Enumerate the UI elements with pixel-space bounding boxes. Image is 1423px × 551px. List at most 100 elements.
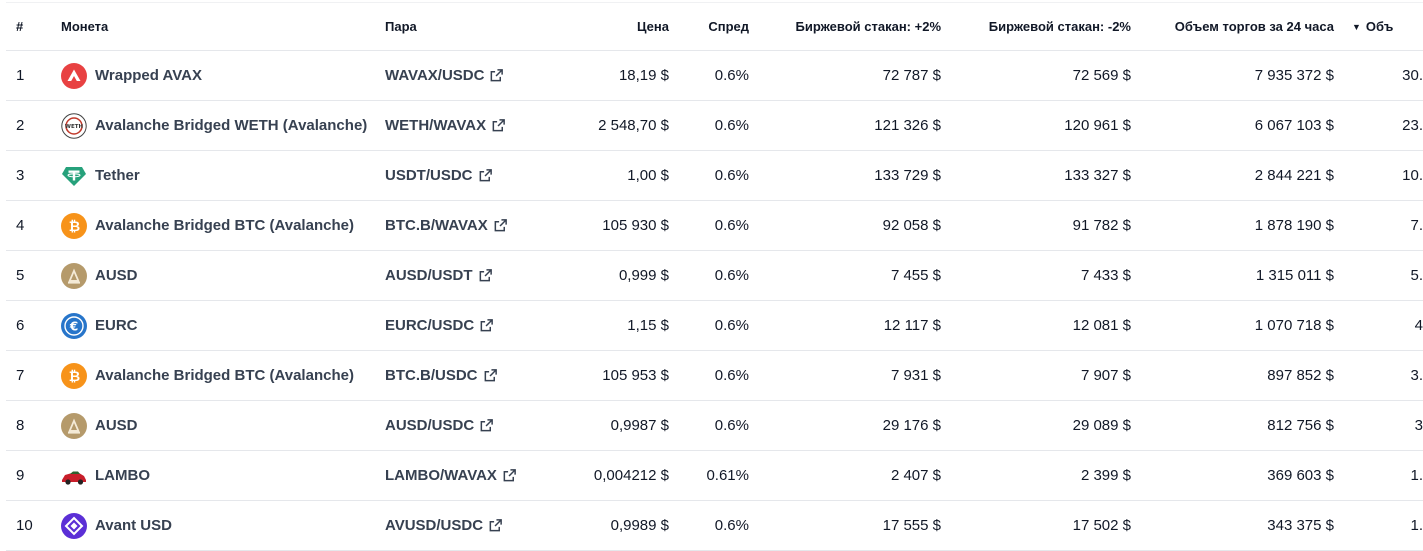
pair-link[interactable]: BTC.B/USDC <box>385 351 498 400</box>
external-link-icon[interactable] <box>479 418 494 433</box>
external-link-icon[interactable] <box>478 168 493 183</box>
spread-cell: 0.6% <box>714 417 749 434</box>
header-pair[interactable]: Пара <box>385 19 417 34</box>
coin-cell[interactable]: Tether <box>61 151 140 200</box>
coin-name-link[interactable]: Wrapped AVAX <box>95 67 202 84</box>
pair-label: WAVAX/USDC <box>385 67 485 84</box>
rank-cell: 3 <box>16 167 25 184</box>
table-row[interactable]: 4 ₿ Avalanche Bridged BTC (Avalanche) BT… <box>6 201 1423 251</box>
markets-table: # Монета Пара Цена Спред Биржевой стакан… <box>6 2 1423 551</box>
volume-cell: 343 375 $ <box>1267 517 1334 534</box>
coin-name-link[interactable]: LAMBO <box>95 467 150 484</box>
btc-icon: ₿ <box>61 212 87 239</box>
volume-percent-cell: 3 <box>1414 417 1423 434</box>
pair-link[interactable]: LAMBO/WAVAX <box>385 451 517 500</box>
header-rank[interactable]: # <box>16 19 24 34</box>
external-link-icon[interactable] <box>491 118 506 133</box>
header-price[interactable]: Цена <box>637 19 669 34</box>
lambo-icon <box>61 463 87 489</box>
coin-name-link[interactable]: Avalanche Bridged WETH (Avalanche) <box>95 117 368 134</box>
volume-cell: 7 935 372 $ <box>1254 67 1334 84</box>
pair-link[interactable]: WETH/WAVAX <box>385 101 506 150</box>
header-depth-minus-2[interactable]: Биржевой стакан: -2% <box>988 19 1131 34</box>
external-link-icon[interactable] <box>478 268 493 283</box>
coin-cell[interactable]: LAMBO <box>61 451 150 500</box>
coin-cell[interactable]: AUSD <box>61 401 138 450</box>
header-depth-plus-2[interactable]: Биржевой стакан: +2% <box>795 19 941 34</box>
table-row[interactable]: 7 ₿ Avalanche Bridged BTC (Avalanche) BT… <box>6 351 1423 401</box>
pair-link[interactable]: WAVAX/USDC <box>385 51 504 100</box>
coin-name-link[interactable]: Avalanche Bridged BTC (Avalanche) <box>95 217 354 234</box>
coin-name-link[interactable]: Avant USD <box>95 517 172 534</box>
spread-cell: 0.6% <box>714 217 749 234</box>
table-header: # Монета Пара Цена Спред Биржевой стакан… <box>6 2 1423 51</box>
pair-label: AVUSD/USDC <box>385 517 484 534</box>
depth-plus-cell: 7 931 $ <box>890 367 941 384</box>
coin-name-link[interactable]: AUSD <box>95 417 138 434</box>
price-cell: 0,004212 $ <box>593 467 669 484</box>
coin-cell[interactable]: AUSD <box>61 251 138 300</box>
depth-minus-cell: 12 081 $ <box>1072 317 1131 334</box>
volume-percent-cell: 1. <box>1410 517 1423 534</box>
coin-cell[interactable]: ₿ Avalanche Bridged BTC (Avalanche) <box>61 351 354 400</box>
coin-cell[interactable]: € EURC <box>61 301 138 350</box>
price-cell: 0,9987 $ <box>610 417 669 434</box>
spread-cell: 0.61% <box>706 467 749 484</box>
table-row[interactable]: 3 Tether USDT/USDC 1,00 $ 0.6% 133 729 $… <box>6 151 1423 201</box>
spread-cell: 0.6% <box>714 367 749 384</box>
depth-minus-cell: 29 089 $ <box>1072 417 1131 434</box>
svg-text:₿: ₿ <box>69 369 80 385</box>
rank-cell: 6 <box>16 317 25 334</box>
price-cell: 1,15 $ <box>627 317 669 334</box>
weth-icon: WETH <box>61 112 87 139</box>
pair-link[interactable]: AUSD/USDT <box>385 251 493 300</box>
table-row[interactable]: 5 AUSD AUSD/USDT 0,999 $ 0.6% 7 455 $ 7 … <box>6 251 1423 301</box>
pair-label: EURC/USDC <box>385 317 475 334</box>
coin-cell[interactable]: ₿ Avalanche Bridged BTC (Avalanche) <box>61 201 354 250</box>
coin-cell[interactable]: WETH Avalanche Bridged WETH (Avalanche) <box>61 101 367 150</box>
rank-cell: 10 <box>16 517 33 534</box>
header-volume-24h[interactable]: Объем торгов за 24 часа <box>1174 19 1334 34</box>
rank-cell: 9 <box>16 467 25 484</box>
spread-cell: 0.6% <box>714 317 749 334</box>
table-row[interactable]: 2 WETH Avalanche Bridged WETH (Avalanche… <box>6 101 1423 151</box>
table-row[interactable]: 9 LAMBO LAMBO/WAVAX 0,004212 $ 0.61% 2 4… <box>6 451 1423 501</box>
depth-minus-cell: 72 569 $ <box>1072 67 1131 84</box>
external-link-icon[interactable] <box>483 368 498 383</box>
depth-plus-cell: 2 407 $ <box>890 467 941 484</box>
price-cell: 0,999 $ <box>618 267 669 284</box>
header-spread[interactable]: Спред <box>708 19 749 34</box>
price-cell: 0,9989 $ <box>610 517 669 534</box>
pair-link[interactable]: AVUSD/USDC <box>385 501 503 550</box>
table-row[interactable]: 1 Wrapped AVAX WAVAX/USDC 18,19 $ 0.6% 7… <box>6 51 1423 101</box>
volume-percent-cell: 30. <box>1402 67 1423 84</box>
header-coin[interactable]: Монета <box>61 19 109 34</box>
price-cell: 1,00 $ <box>627 167 669 184</box>
tether-icon <box>61 163 87 189</box>
header-volume-percent[interactable]: ▼ Объ <box>1352 3 1423 50</box>
external-link-icon[interactable] <box>489 68 504 83</box>
coin-name-link[interactable]: EURC <box>95 317 138 334</box>
external-link-icon[interactable] <box>488 518 503 533</box>
volume-cell: 1 070 718 $ <box>1254 317 1334 334</box>
rank-cell: 4 <box>16 217 25 234</box>
eurc-icon: € <box>61 312 87 339</box>
coin-cell[interactable]: Avant USD <box>61 501 172 550</box>
coin-cell[interactable]: Wrapped AVAX <box>61 51 202 100</box>
external-link-icon[interactable] <box>479 318 494 333</box>
ausd-icon <box>61 412 87 439</box>
pair-link[interactable]: USDT/USDC <box>385 151 493 200</box>
pair-link[interactable]: EURC/USDC <box>385 301 494 350</box>
external-link-icon[interactable] <box>502 468 517 483</box>
external-link-icon[interactable] <box>493 218 508 233</box>
pair-link[interactable]: AUSD/USDC <box>385 401 494 450</box>
table-row[interactable]: 6 € EURC EURC/USDC 1,15 $ 0.6% 12 117 $ … <box>6 301 1423 351</box>
btc-icon: ₿ <box>61 362 87 389</box>
table-row[interactable]: 10 Avant USD AVUSD/USDC 0,9989 $ 0.6% 17… <box>6 501 1423 551</box>
pair-link[interactable]: BTC.B/WAVAX <box>385 201 508 250</box>
table-row[interactable]: 8 AUSD AUSD/USDC 0,9987 $ 0.6% 29 176 $ … <box>6 401 1423 451</box>
coin-name-link[interactable]: Tether <box>95 167 140 184</box>
coin-name-link[interactable]: Avalanche Bridged BTC (Avalanche) <box>95 367 354 384</box>
coin-name-link[interactable]: AUSD <box>95 267 138 284</box>
spread-cell: 0.6% <box>714 117 749 134</box>
